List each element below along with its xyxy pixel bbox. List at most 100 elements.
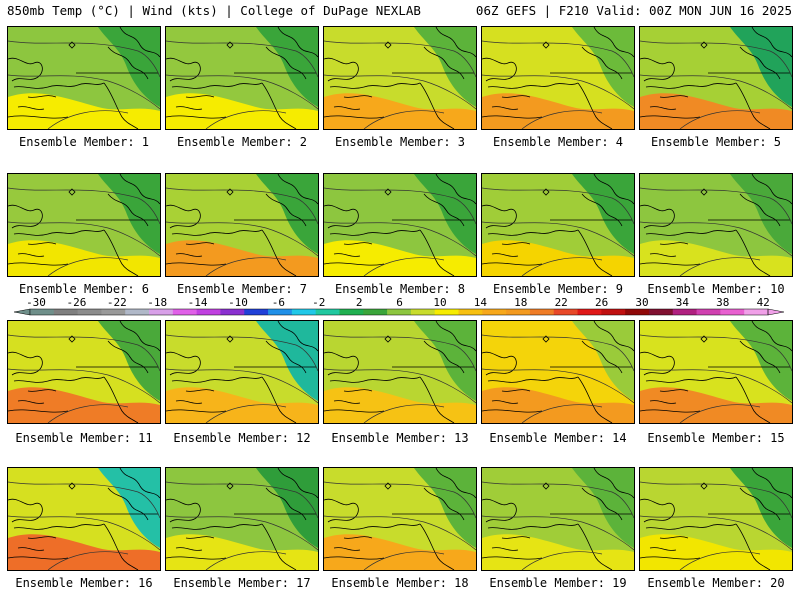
map-outline [645, 376, 737, 383]
ensemble-member-label: Ensemble Member: 14 [489, 431, 627, 445]
map-outline [27, 242, 57, 245]
wind-contour [482, 74, 634, 110]
map-outline [423, 340, 465, 374]
cool-air-region [256, 174, 318, 254]
map-outline [333, 253, 361, 257]
ensemble-member-label: Ensemble Member: 18 [331, 576, 469, 590]
wind-contour [324, 40, 476, 78]
temperature-colorbar: -30 -26 -22 -18 -14 -10 -6 -2 2 6 10 14 18 22 26 30 34 38… [13, 296, 785, 316]
wind-contour [521, 110, 603, 129]
colorbar-swatch [482, 309, 507, 315]
map-outline [419, 523, 455, 570]
station-marker [384, 188, 392, 196]
ensemble-member-label: Ensemble Member: 20 [647, 576, 785, 590]
map-outline [593, 27, 634, 58]
wind-contour [640, 334, 792, 372]
colorbar-swatch [268, 309, 293, 315]
ensemble-member-label: Ensemble Member: 17 [173, 576, 311, 590]
ensemble-member-map [165, 320, 319, 424]
map-outline [649, 400, 677, 404]
map-outline [103, 82, 139, 129]
map-outline [329, 523, 421, 530]
map-outline [166, 556, 227, 560]
colorbar-swatch [149, 309, 174, 315]
colorbar-tick-label: 2 [356, 296, 363, 309]
map-outline [640, 351, 675, 376]
station-marker [68, 188, 76, 196]
warm-air-region [8, 93, 160, 129]
colorbar-swatch [720, 309, 745, 315]
ensemble-member-label: Ensemble Member: 11 [15, 431, 153, 445]
warm-air-region [166, 387, 318, 423]
ensemble-member-label: Ensemble Member: 1 [18, 135, 150, 149]
temperature-field [640, 174, 792, 276]
warm-air-region [8, 240, 160, 276]
map-outline [735, 82, 771, 129]
ensemble-member-map [481, 320, 635, 424]
map-outline [329, 82, 421, 89]
ensemble-member-label: Ensemble Member: 3 [334, 135, 466, 149]
ensemble-member-map [323, 26, 477, 130]
map-outline [577, 523, 613, 570]
wind-contour [521, 404, 603, 423]
map-outline [751, 174, 792, 205]
cool-air-region [730, 27, 792, 107]
map-outline [640, 57, 675, 82]
map-outline [735, 523, 771, 570]
map-title: 850mb Temp (°C) | Wind (kts) | College o… [7, 3, 421, 18]
wind-contour [482, 334, 634, 372]
station-marker [226, 41, 234, 49]
map-outline [103, 229, 139, 276]
station-marker [542, 188, 550, 196]
map-outline [261, 229, 297, 276]
warm-air-region [8, 534, 160, 570]
map-outline [265, 340, 307, 374]
temperature-field [8, 468, 160, 570]
map-outline [27, 536, 57, 539]
map-outline [333, 106, 361, 110]
colorbar-swatch [506, 309, 531, 315]
map-outline [343, 389, 373, 392]
colorbar-swatch [744, 309, 769, 315]
map-outline [659, 242, 689, 245]
map-outline [103, 523, 139, 570]
wind-contour [324, 221, 476, 257]
wind-contour [205, 404, 287, 423]
station-marker [542, 41, 550, 49]
map-outline [482, 498, 517, 523]
wind-contour [8, 187, 160, 225]
station-marker [68, 482, 76, 490]
colorbar-tick-label: 26 [595, 296, 608, 309]
map-outline [277, 468, 318, 499]
ensemble-member-map [639, 173, 793, 277]
colorbar-swatch [529, 309, 555, 315]
map-outline [8, 262, 69, 266]
colorbar-swatch [601, 309, 626, 315]
cool-air-region [98, 468, 160, 548]
map-outline [482, 204, 517, 229]
map-outline [751, 27, 792, 58]
map-outline [119, 321, 160, 352]
wind-contour [166, 40, 318, 78]
map-outline [265, 46, 307, 80]
cool-air-region [572, 27, 634, 107]
map-outline [17, 106, 45, 110]
station-marker [384, 41, 392, 49]
map-outline [277, 321, 318, 352]
colorbar-swatch [672, 309, 698, 315]
warm-air-region [324, 240, 476, 276]
map-outline [491, 400, 519, 404]
wind-contour [482, 40, 634, 78]
cool-air-region [98, 174, 160, 254]
ensemble-member-map [639, 320, 793, 424]
map-outline [324, 57, 359, 82]
colorbar-swatch [172, 309, 198, 315]
map-outline [735, 229, 771, 276]
cool-air-region [414, 27, 476, 107]
map-outline [640, 262, 701, 266]
station-marker [542, 335, 550, 343]
wind-contour [324, 187, 476, 225]
wind-contour [8, 368, 160, 404]
station-marker [68, 41, 76, 49]
ensemble-member-label: Ensemble Member: 5 [650, 135, 782, 149]
